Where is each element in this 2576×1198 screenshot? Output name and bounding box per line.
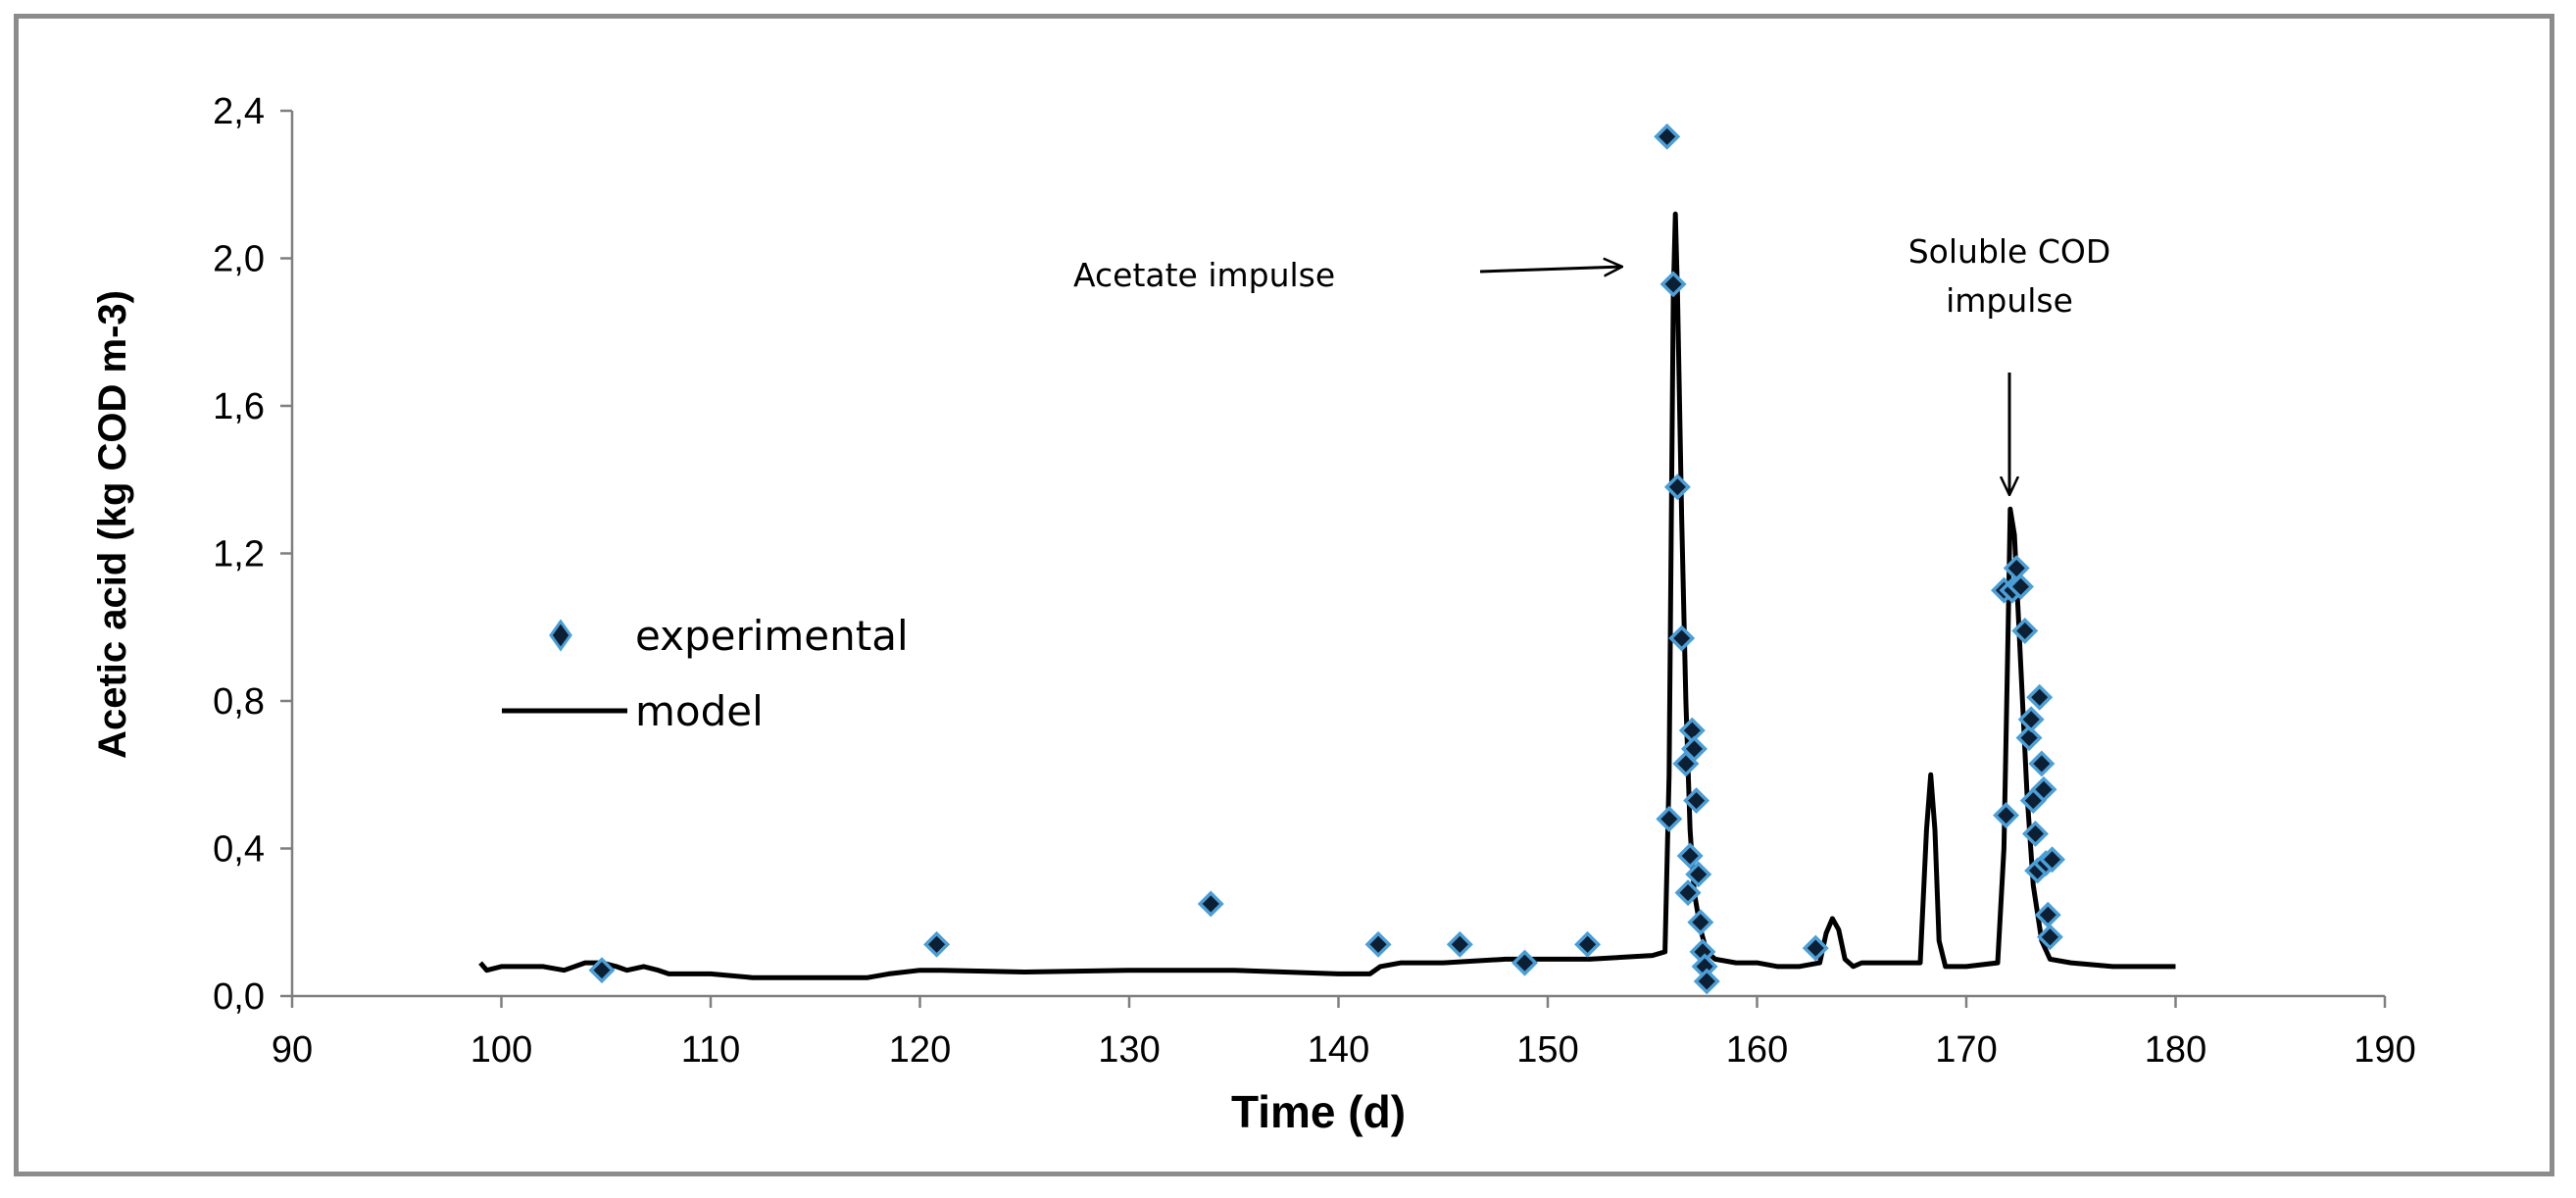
y-tick-label: 0,4 (213, 829, 265, 871)
y-tick-label: 0,8 (213, 681, 265, 723)
experimental-point (1802, 934, 1829, 962)
axes (280, 109, 2387, 1008)
annotation-soluble-cod-line1: Soluble COD (1908, 232, 2111, 271)
x-tick-labels: 90 100 110 120 130 140 150 160 170 180 190 (272, 1029, 2416, 1071)
experimental-point (1663, 474, 1691, 501)
experimental-point (1674, 879, 1702, 907)
experimental-point (2034, 901, 2061, 928)
experimental-point (588, 957, 616, 984)
x-tick-label: 110 (681, 1029, 741, 1071)
experimental-point (1668, 624, 1696, 652)
annotation-acetate-arrow (1479, 267, 1622, 272)
experimental-point (2028, 750, 2056, 777)
experimental-series (588, 123, 2066, 995)
experimental-point (2011, 618, 2039, 644)
experimental-point (1693, 968, 1720, 995)
annotations: Acetate impulse Soluble COD impulse (1073, 232, 2110, 495)
legend: experimental model (502, 612, 909, 735)
annotation-soluble-cod-line2: impulse (1946, 281, 2073, 320)
experimental-point (1511, 949, 1538, 976)
experimental-point (2030, 775, 2057, 803)
x-tick-label: 140 (1308, 1029, 1369, 1071)
x-axis-title: Time (d) (1231, 1086, 1406, 1137)
y-tick-label: 0,0 (213, 976, 265, 1018)
experimental-point (2039, 846, 2066, 874)
x-tick-label: 160 (1726, 1029, 1788, 1071)
experimental-point (2026, 683, 2054, 711)
experimental-point (1993, 802, 2020, 829)
chart-frame (14, 14, 2554, 1176)
experimental-point (1683, 787, 1710, 815)
x-tick-label: 180 (2145, 1029, 2206, 1071)
y-tick-label: 2,4 (213, 91, 265, 132)
experimental-point (1687, 909, 1714, 936)
x-tick-label: 190 (2353, 1029, 2415, 1071)
x-tick-label: 100 (471, 1029, 532, 1071)
y-tick-labels: 0,0 0,4 0,8 1,2 1,6 2,0 2,4 (213, 91, 265, 1018)
y-tick-label: 1,6 (213, 386, 265, 427)
y-tick-label: 1,2 (213, 534, 265, 575)
model-line (478, 211, 2176, 980)
experimental-point (1680, 735, 1708, 763)
model-series (478, 211, 2176, 980)
experimental-point (2007, 573, 2034, 600)
experimental-point (1656, 805, 1683, 832)
experimental-point (1676, 842, 1704, 870)
experimental-point (1197, 890, 1224, 918)
experimental-point (1446, 930, 1473, 958)
legend-model-label: model (635, 687, 764, 735)
x-tick-label: 150 (1516, 1029, 1578, 1071)
legend-experimental-label: experimental (635, 612, 909, 660)
annotation-acetate-impulse: Acetate impulse (1073, 256, 1335, 294)
legend-experimental-marker (549, 619, 572, 652)
experimental-point (2036, 923, 2063, 951)
experimental-point (1574, 930, 1602, 958)
experimental-point (923, 930, 951, 958)
x-tick-label: 130 (1098, 1029, 1160, 1071)
experimental-point (1364, 930, 1392, 958)
x-tick-label: 120 (889, 1029, 951, 1071)
y-axis-title: Acetic acid (kg COD m-3) (91, 290, 134, 759)
experimental-point (1660, 271, 1687, 298)
x-tick-label: 90 (272, 1029, 313, 1071)
experimental-point (2017, 706, 2045, 733)
experimental-point (1685, 861, 1712, 888)
experimental-point (2021, 820, 2049, 847)
y-tick-label: 2,0 (213, 239, 265, 280)
x-tick-label: 170 (1935, 1029, 1997, 1071)
experimental-point (2015, 724, 2043, 752)
experimental-point (1654, 123, 1681, 150)
